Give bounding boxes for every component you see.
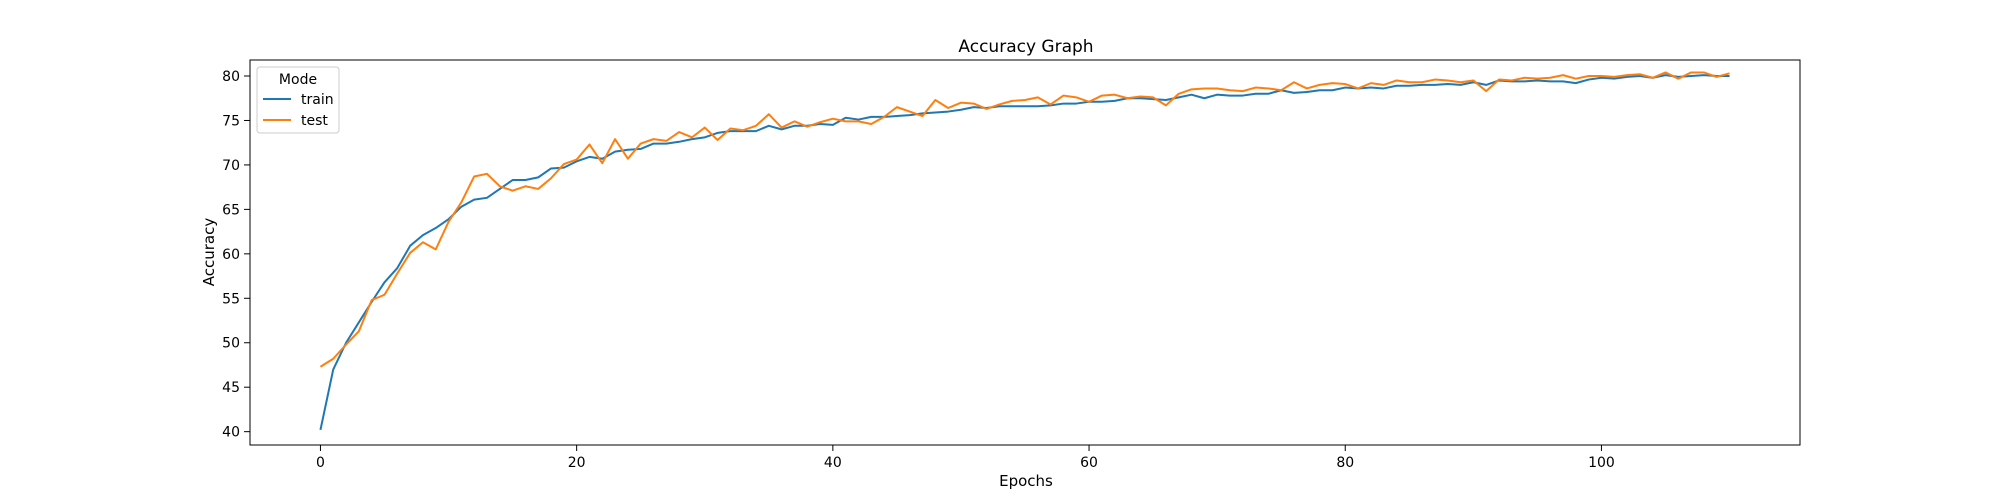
x-axis-title: Epochs: [999, 472, 1053, 490]
legend-label-train: train: [301, 92, 334, 108]
x-tick-label: 80: [1336, 455, 1354, 471]
series-line-test: [319, 71, 1730, 368]
y-tick-label: 70: [222, 158, 240, 174]
chart-title: Accuracy Graph: [958, 37, 1093, 57]
y-tick-label: 45: [222, 380, 240, 396]
y-axis-ticks: 40 45 50 55 60 65 70 75 80: [222, 69, 250, 441]
legend-box: [256, 66, 340, 134]
y-axis-title: Accuracy: [200, 218, 218, 287]
plot-frame: [249, 59, 1801, 446]
y-tick-label: 50: [222, 336, 240, 352]
y-tick-label: 75: [222, 113, 240, 129]
x-axis-ticks: 0 20 40 60 80 100: [316, 445, 1615, 471]
series-line-train: [319, 74, 1730, 431]
y-tick-label: 55: [222, 291, 240, 307]
y-tick-label: 60: [222, 247, 240, 263]
x-tick-label: 60: [1080, 455, 1098, 471]
y-tick-label: 65: [222, 202, 240, 218]
series-layer: [319, 71, 1730, 431]
x-tick-label: 40: [824, 455, 842, 471]
legend-title: Mode: [279, 72, 317, 88]
x-tick-label: 20: [568, 455, 586, 471]
x-tick-label: 100: [1588, 455, 1615, 471]
x-tick-label: 0: [316, 455, 325, 471]
legend: Mode train test: [256, 66, 340, 134]
y-tick-label: 40: [222, 425, 240, 441]
legend-label-test: test: [301, 113, 328, 129]
y-tick-label: 80: [222, 69, 240, 85]
